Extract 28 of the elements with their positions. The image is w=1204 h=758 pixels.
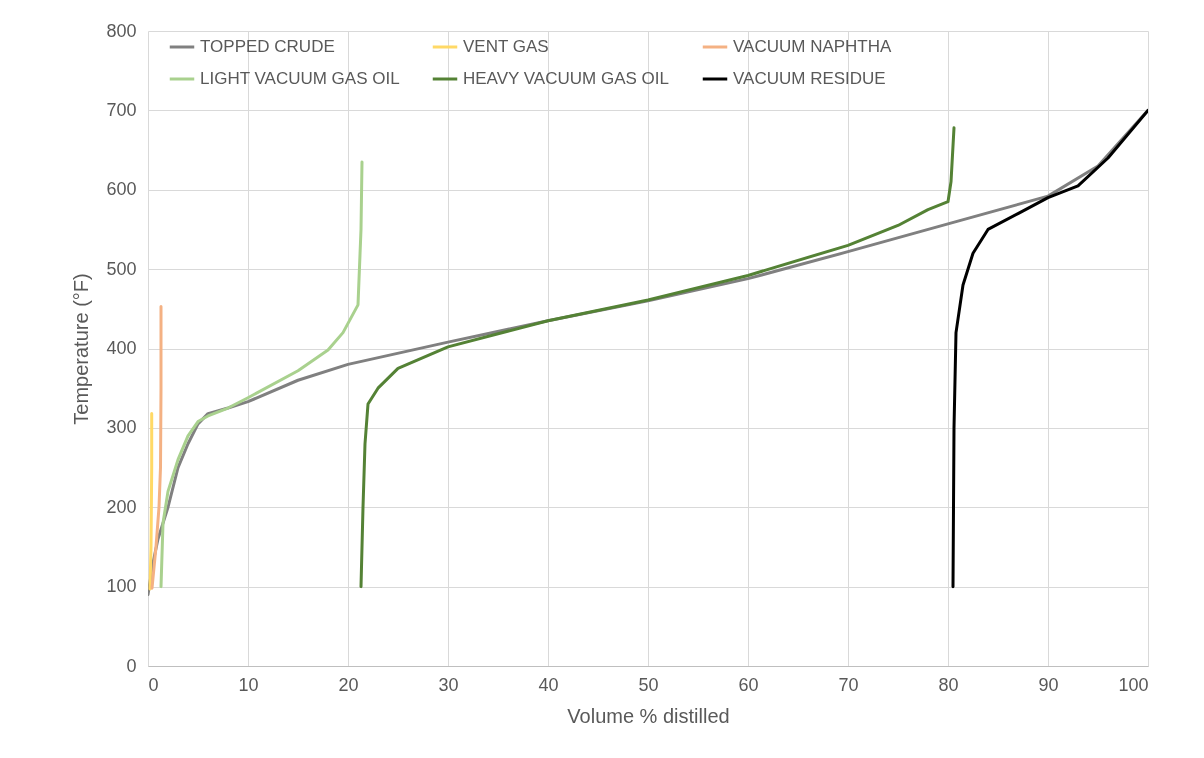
legend-label: LIGHT VACUUM GAS OIL (200, 69, 400, 88)
x-tick-label: 80 (938, 674, 959, 695)
x-tick-label: 0 (148, 674, 159, 695)
x-tick-label: 40 (538, 674, 559, 695)
y-tick-label: 200 (106, 496, 137, 517)
x-tick-label: 30 (438, 674, 459, 695)
x-tick-label: 70 (838, 674, 859, 695)
y-tick-label: 0 (126, 655, 137, 676)
y-tick-label: 800 (106, 20, 137, 41)
legend-label: VENT GAS (463, 37, 549, 56)
x-tick-label: 60 (738, 674, 759, 695)
legend-label: HEAVY VACUUM GAS OIL (463, 69, 669, 88)
x-tick-label: 100 (1118, 674, 1149, 695)
x-tick-label: 10 (238, 674, 259, 695)
x-tick-label: 50 (638, 674, 659, 695)
x-tick-label: 20 (338, 674, 359, 695)
y-tick-label: 100 (106, 576, 137, 597)
x-tick-label: 90 (1038, 674, 1059, 695)
legend-label: VACUUM RESIDUE (733, 69, 886, 88)
y-axis-title: Temperature (°F) (70, 273, 93, 425)
legend-label: TOPPED CRUDE (200, 37, 335, 56)
y-tick-label: 300 (106, 417, 137, 438)
legend-label: VACUUM NAPHTHA (733, 37, 893, 56)
x-axis-title: Volume % distilled (567, 704, 730, 727)
y-tick-label: 700 (106, 99, 137, 120)
y-tick-label: 600 (106, 179, 137, 200)
y-tick-label: 400 (106, 338, 137, 358)
y-tick-label: 500 (106, 258, 137, 279)
